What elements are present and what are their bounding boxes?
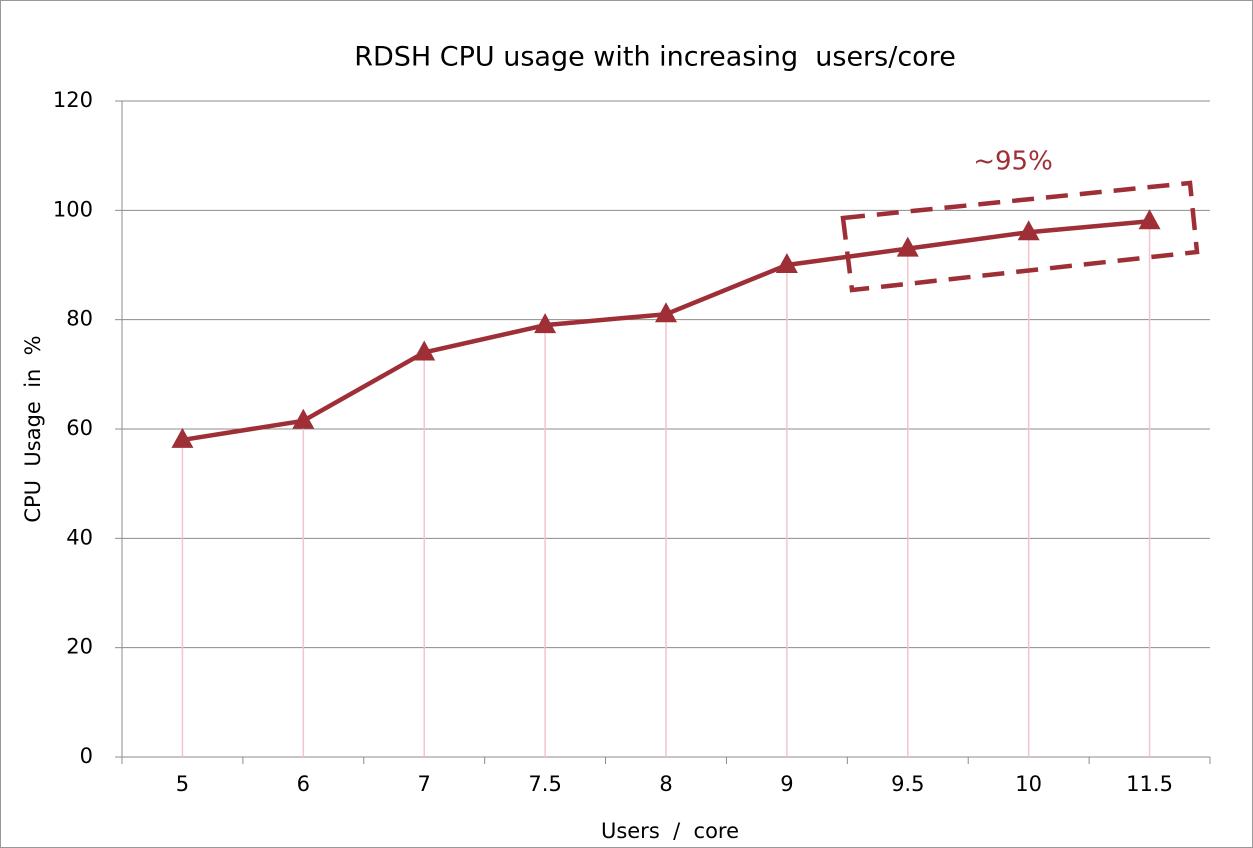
y-tick-label: 120 bbox=[53, 88, 93, 112]
x-tick-label: 11.5 bbox=[1126, 772, 1173, 796]
x-tick-label: 10 bbox=[1015, 772, 1042, 796]
annotation: ~95% bbox=[973, 147, 1053, 177]
x-tick-label: 5 bbox=[176, 772, 189, 796]
x-axis-label: Users / core bbox=[601, 819, 739, 843]
marker bbox=[775, 253, 798, 273]
y-tick-label: 100 bbox=[53, 197, 93, 221]
marker bbox=[1017, 220, 1040, 241]
marker bbox=[896, 236, 919, 257]
x-tick-label: 9 bbox=[780, 772, 793, 796]
y-axis-label: CPU Usage in % bbox=[21, 335, 45, 522]
marker bbox=[171, 427, 194, 448]
marker bbox=[413, 340, 436, 361]
marker bbox=[1138, 209, 1161, 230]
y-tick-label: 0 bbox=[80, 744, 93, 768]
y-tick-label: 60 bbox=[66, 416, 93, 440]
marker bbox=[534, 313, 557, 334]
annotation-box bbox=[840, 180, 1200, 293]
marker bbox=[292, 408, 315, 429]
x-tick-label: 8 bbox=[659, 772, 672, 796]
x-tick-label: 6 bbox=[297, 772, 310, 796]
x-tick-label: 9.5 bbox=[891, 772, 924, 796]
y-tick-label: 80 bbox=[66, 307, 93, 331]
y-tick-label: 20 bbox=[66, 635, 93, 659]
x-tick-label: 7.5 bbox=[528, 772, 561, 796]
x-tick-label: 7 bbox=[418, 772, 431, 796]
chart-title: RDSH CPU usage with increasing users/cor… bbox=[354, 42, 956, 73]
marker bbox=[655, 302, 677, 323]
y-tick-label: 40 bbox=[66, 525, 93, 549]
